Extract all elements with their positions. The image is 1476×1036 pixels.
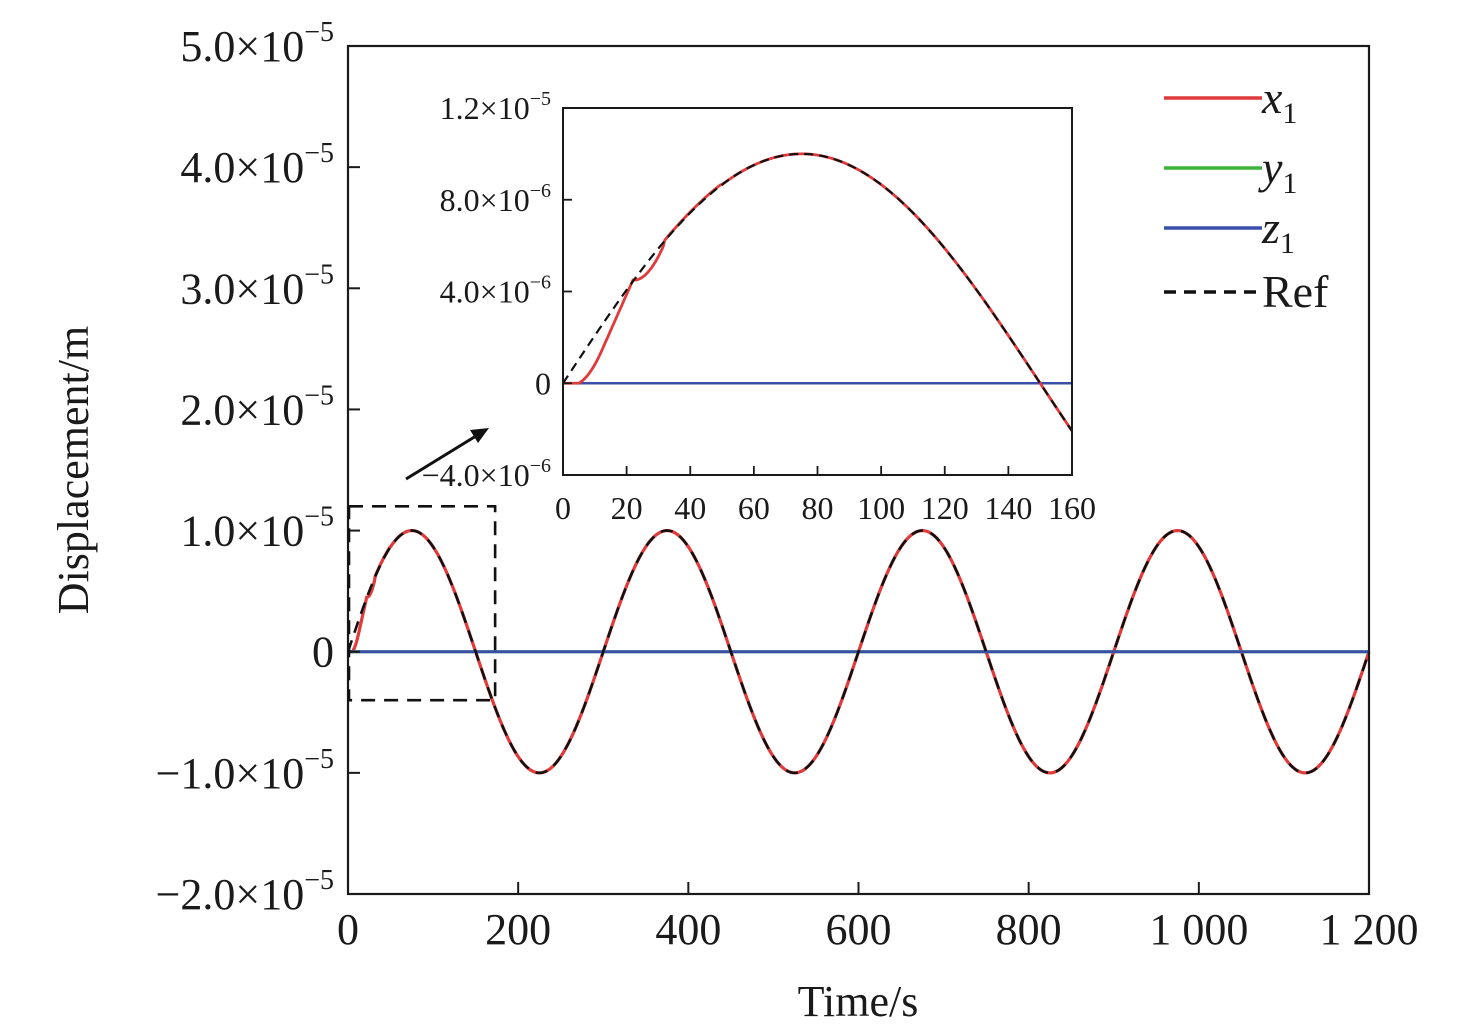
inset-background [563,108,1072,475]
inset-series-group [563,152,1072,432]
legend-label: z1 [1261,202,1295,260]
inset-x-tick-label: 80 [802,490,834,526]
inset-y-tick-label: 4.0×10−6 [440,272,551,310]
series-ref-line [346,529,1371,775]
legend-label: y1 [1258,142,1297,200]
main-x-tick-label: 0 [337,905,359,954]
main-x-tick-label: 800 [996,905,1062,954]
inset-y-tick-label: 8.0×10−6 [440,180,551,218]
inset-x-tick-label: 20 [611,490,643,526]
main-x-tick-label: 400 [655,905,721,954]
legend-label: Ref [1262,266,1329,317]
main-y-tick-label: 1.0×10−5 [180,502,334,556]
inset-x-axis: 0 20 40 60 80 100 120 140 160 [555,466,1096,526]
main-y-tick-label: −1.0×10−5 [156,744,334,798]
main-y-tick-label: 4.0×10−5 [180,138,334,192]
inset-y-tick-label: 0 [535,365,551,401]
main-y-axis: −2.0×10−5 −1.0×10−5 0 1.0×10−5 2.0×10−5 3.0×1… [156,17,360,919]
main-y-tick-label: 3.0×10−5 [180,259,334,313]
legend-entry-z1: z1 [1164,202,1295,260]
main-y-tick-label: 2.0×10−5 [180,380,334,434]
main-y-tick-label: 5.0×10−5 [180,17,334,71]
x-axis-title: Time/s [798,977,919,1026]
legend-entry-x1: x1 [1164,72,1297,130]
inset-x-tick-label: 140 [984,490,1032,526]
zoom-arrow [405,428,489,481]
inset-series-ref-line [563,152,1072,432]
inset-x-tick-label: 100 [857,490,905,526]
main-x-tick-label: 1 200 [1320,905,1419,954]
main-x-tick-label: 200 [485,905,551,954]
inset-plot: 0 20 40 60 80 100 120 140 160 −4.0×10−604.0×10−6… [422,88,1096,526]
legend-entry-ref: Ref [1164,266,1329,317]
main-x-tick-label: 600 [826,905,892,954]
inset-series [563,152,1072,432]
inset-x-tick-label: 160 [1048,490,1096,526]
y-axis-title: Displacement/m [49,326,98,614]
main-y-tick-label: 0 [312,628,334,677]
inset-x-tick-label: 120 [921,490,969,526]
inset-x-tick-label: 60 [738,490,770,526]
main-x-tick-label: 1 000 [1149,905,1248,954]
inset-y-tick-label: −4.0×10−6 [422,455,551,493]
main-x-axis: 0 200 400 600 800 1 000 1 200 [337,882,1419,954]
main-plot: 0 200 400 600 800 1 000 1 200 −2.0×10−5−1.0×10… [156,17,1419,954]
inset-y-tick-label: 1.2×10−5 [440,88,551,126]
zoom-region-box [347,505,497,702]
inset-x-tick-label: 40 [674,490,706,526]
inset-x-tick-label: 0 [555,490,571,526]
inset-y-axis: −4.0×10−6 0 4.0×10−6 8.0×10−6 1.2×10−5 [422,88,572,493]
main-series [346,528,1371,775]
legend-entry-y1: y1 [1164,142,1297,200]
zoom-box-rect [347,505,497,702]
main-y-tick-label: −2.0×10−5 [156,865,334,919]
legend-label: x1 [1261,72,1297,130]
